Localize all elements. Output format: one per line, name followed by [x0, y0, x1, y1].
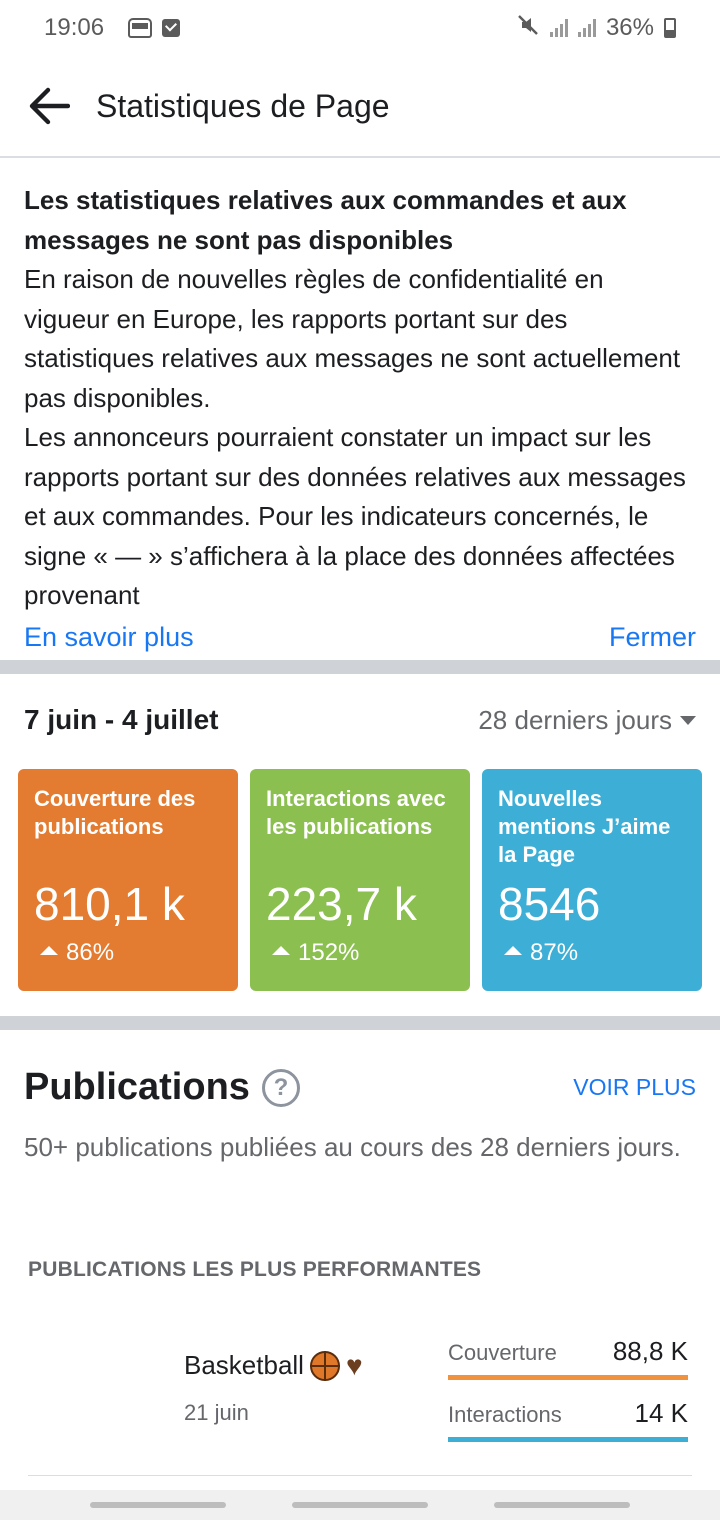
signal-icon: [549, 19, 568, 37]
battery-percent: 36%: [605, 14, 654, 41]
stat-cards: Couverture des publications 810,1 k 86% …: [18, 769, 702, 991]
card-value: 810,1 k: [34, 878, 185, 930]
publications-title: Publications: [24, 1066, 250, 1108]
card-title: Interactions avec les publications: [266, 786, 446, 839]
nav-recents-button[interactable]: [90, 1502, 226, 1508]
caret-down-icon: [680, 715, 696, 725]
nav-back-button[interactable]: [494, 1502, 630, 1508]
system-nav-bar: [0, 1490, 720, 1520]
notice-actions: En savoir plus Fermer: [24, 622, 696, 653]
section-divider: [0, 660, 720, 674]
date-range: 7 juin - 4 juillet: [24, 704, 219, 735]
page-title: Statistiques de Page: [96, 87, 390, 124]
trend-up-icon: [40, 945, 58, 955]
publications-description: 50+ publications publiées au cours des 2…: [24, 1132, 681, 1162]
notice-body: En raison de nouvelles règles de confide…: [24, 264, 686, 610]
back-button[interactable]: [0, 55, 96, 157]
card-trend: 152%: [272, 939, 359, 967]
arrow-left-icon: [29, 87, 70, 125]
metric-engagement: Interactions 14 K: [448, 1398, 688, 1442]
learn-more-link[interactable]: En savoir plus: [24, 622, 194, 652]
status-bar: 19:06 36%: [0, 0, 720, 56]
date-range-row: 7 juin - 4 juillet 28 derniers jours: [24, 704, 696, 736]
post-title: Basketball ♥: [184, 1350, 363, 1381]
post-date: 21 juin: [184, 1400, 249, 1425]
app-header: Statistiques de Page: [0, 56, 720, 158]
stat-card-engagement[interactable]: Interactions avec les publications 223,7…: [250, 769, 470, 991]
card-value: 223,7 k: [266, 878, 417, 930]
trend-value: 87%: [530, 939, 579, 966]
status-time: 19:06: [44, 14, 105, 41]
stat-card-reach[interactable]: Couverture des publications 810,1 k 86%: [18, 769, 238, 991]
top-post-item[interactable]: Basketball ♥ 21 juin Couverture 88,8 K I…: [0, 1330, 720, 1476]
post-name: Basketball: [184, 1350, 304, 1380]
close-notice-button[interactable]: Fermer: [609, 622, 696, 652]
card-trend: 87%: [504, 939, 578, 967]
publications-header: Publications ? VOIR PLUS: [24, 1066, 696, 1109]
stat-card-page-likes[interactable]: Nouvelles mentions J’aime la Page 8546 8…: [482, 769, 702, 991]
check-square-icon: [162, 19, 181, 37]
brown-heart-icon: ♥: [345, 1349, 363, 1381]
battery-icon: [664, 18, 676, 38]
section-divider: [0, 1016, 720, 1030]
period-label: 28 derniers jours: [478, 704, 672, 735]
card-title: Couverture des publications: [34, 786, 196, 839]
notice-title: Les statistiques relatives aux commandes…: [24, 185, 627, 255]
metric-label: Interactions: [448, 1402, 562, 1427]
help-icon[interactable]: ?: [261, 1068, 300, 1107]
basketball-icon: [309, 1350, 340, 1381]
reach-bar: [448, 1375, 688, 1380]
nav-home-button[interactable]: [292, 1502, 428, 1508]
trend-value: 86%: [66, 939, 115, 966]
metric-value: 14 K: [634, 1398, 689, 1428]
metric-value: 88,8 K: [612, 1336, 688, 1366]
trend-up-icon: [504, 945, 522, 955]
bus-icon: [128, 18, 153, 38]
trend-value: 152%: [298, 939, 360, 966]
period-dropdown[interactable]: 28 derniers jours: [478, 705, 696, 736]
privacy-notice: Les statistiques relatives aux commandes…: [0, 158, 720, 660]
metric-label: Couverture: [448, 1340, 557, 1365]
trend-up-icon: [272, 945, 290, 955]
metric-reach: Couverture 88,8 K: [448, 1336, 688, 1380]
card-value: 8546: [498, 878, 601, 930]
mute-icon: [516, 13, 540, 43]
card-title: Nouvelles mentions J’aime la Page: [498, 786, 671, 867]
card-trend: 86%: [40, 939, 114, 967]
top-posts-label: PUBLICATIONS LES PLUS PERFORMANTES: [28, 1258, 482, 1281]
see-more-button[interactable]: VOIR PLUS: [573, 1074, 696, 1100]
post-separator: [28, 1475, 692, 1476]
signal-icon-2: [577, 19, 596, 37]
engagement-bar: [448, 1437, 688, 1442]
